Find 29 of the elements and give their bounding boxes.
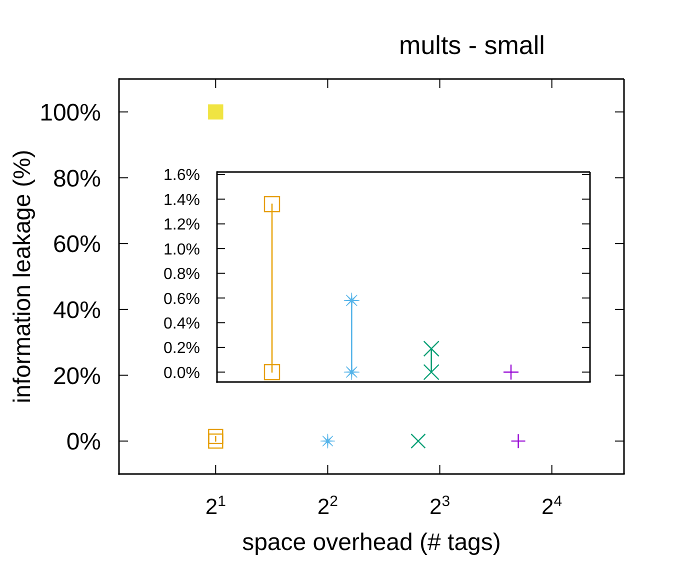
point [423, 364, 440, 380]
point [344, 364, 360, 380]
point [344, 292, 360, 308]
y-tick-label: 0.0% [164, 364, 200, 382]
y-tick-label: 0.4% [164, 315, 200, 332]
y-tick-label: 40% [52, 297, 101, 324]
x-tick-label: 2$^{4}$ [542, 492, 562, 519]
y-tick-label: 1.2% [164, 216, 200, 234]
point [264, 196, 280, 212]
y-tick-label: 60% [52, 231, 101, 258]
x-tick-label: 2$^{3}$ [429, 492, 450, 519]
y-tick-label: 0.6% [164, 290, 200, 308]
y-tick-label: 0.8% [164, 266, 200, 284]
y-tick-label: 1.4% [164, 192, 200, 209]
y-tick-label: 0.2% [164, 340, 200, 358]
y-tick-label: 100% [40, 100, 101, 127]
point [423, 340, 440, 357]
x-tick-label: 2$^{2}$ [317, 492, 338, 519]
point [502, 364, 520, 380]
y-tick-label: 1.6% [164, 167, 200, 184]
x-tick-label: 2$^{1}$ [205, 492, 226, 519]
y-tick-label: 80% [52, 165, 101, 192]
x-axis-title: space overhead (# tags) [242, 529, 501, 556]
chart-title: mults - small [399, 30, 545, 60]
y-tick-label: 20% [52, 362, 101, 390]
y-axis-title: information leakage (%) [9, 150, 36, 404]
y-tick-label: 1.0% [164, 241, 200, 258]
y-tick-label: 0% [66, 428, 101, 456]
point [264, 364, 280, 380]
